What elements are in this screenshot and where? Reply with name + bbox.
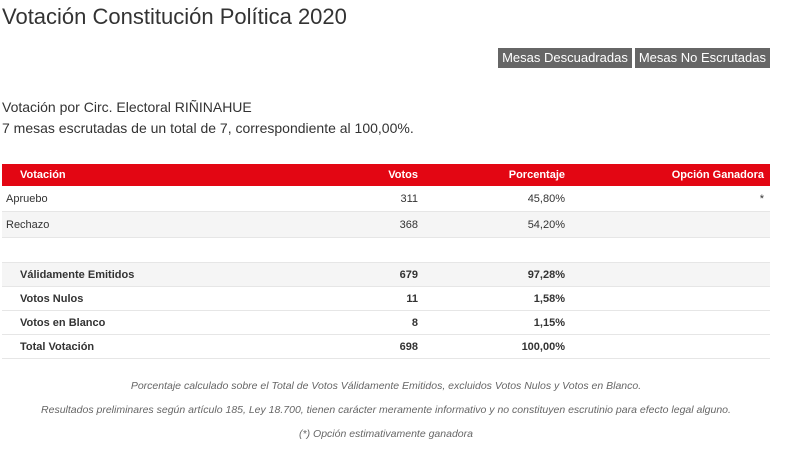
totals-label: Votos en Blanco bbox=[2, 310, 280, 335]
totals-percentage: 1,58% bbox=[424, 286, 571, 311]
totals-label: Votos Nulos bbox=[2, 286, 280, 311]
circ-electoral-text: Votación por Circ. Electoral RIÑINAHUE bbox=[2, 99, 252, 115]
totals-label: Total Votación bbox=[2, 334, 280, 359]
totals-percentage: 100,00% bbox=[424, 334, 571, 359]
option-label: Apruebo bbox=[2, 186, 280, 212]
footnote-winner: (*) Opción estimativamente ganadora bbox=[299, 428, 473, 440]
totals-votes: 8 bbox=[280, 310, 424, 335]
totals-row: Votos Nulos 11 1,58% bbox=[2, 286, 770, 311]
page-title: Votación Constitución Política 2020 bbox=[2, 4, 347, 29]
option-votes: 368 bbox=[280, 211, 424, 238]
totals-votes: 679 bbox=[280, 262, 424, 287]
winner-mark bbox=[571, 211, 770, 238]
footnotes: Porcentaje calculado sobre el Total de V… bbox=[2, 377, 770, 449]
mesas-escrutadas-text: 7 mesas escrutadas de un total de 7, cor… bbox=[2, 120, 414, 136]
totals-label: Válidamente Emitidos bbox=[2, 262, 280, 287]
option-percentage: 54,20% bbox=[424, 211, 571, 238]
option-label: Rechazo bbox=[2, 211, 280, 238]
totals-row: Votos en Blanco 8 1,15% bbox=[2, 310, 770, 335]
table-header-row: Votación Votos Porcentaje Opción Ganador… bbox=[2, 164, 770, 186]
header-opcion-ganadora: Opción Ganadora bbox=[571, 164, 770, 186]
table-row: Apruebo 311 45,80% * bbox=[2, 186, 770, 212]
action-buttons: Mesas Descuadradas Mesas No Escrutadas bbox=[498, 48, 770, 68]
mesas-no-escrutadas-button[interactable]: Mesas No Escrutadas bbox=[634, 48, 770, 68]
footnote-preliminary: Resultados preliminares según artículo 1… bbox=[41, 404, 731, 416]
header-votos: Votos bbox=[280, 164, 424, 186]
header-votacion: Votación bbox=[2, 164, 280, 186]
results-info: Votación por Circ. Electoral RIÑINAHUE 7… bbox=[2, 97, 414, 139]
totals-row: Válidamente Emitidos 679 97,28% bbox=[2, 262, 770, 287]
winner-mark: * bbox=[571, 186, 770, 212]
totals-row: Total Votación 698 100,00% bbox=[2, 334, 770, 359]
option-votes: 311 bbox=[280, 186, 424, 212]
option-percentage: 45,80% bbox=[424, 186, 571, 212]
totals-votes: 698 bbox=[280, 334, 424, 359]
totals-votes: 11 bbox=[280, 286, 424, 311]
header-porcentaje: Porcentaje bbox=[424, 164, 571, 186]
totals-percentage: 97,28% bbox=[424, 262, 571, 287]
mesas-descuadradas-button[interactable]: Mesas Descuadradas bbox=[498, 48, 632, 68]
table-row: Rechazo 368 54,20% bbox=[2, 211, 770, 238]
spacer-row bbox=[2, 237, 770, 263]
totals-percentage: 1,15% bbox=[424, 310, 571, 335]
results-table: Votación Votos Porcentaje Opción Ganador… bbox=[2, 164, 770, 359]
footnote-percentage: Porcentaje calculado sobre el Total de V… bbox=[130, 380, 642, 392]
